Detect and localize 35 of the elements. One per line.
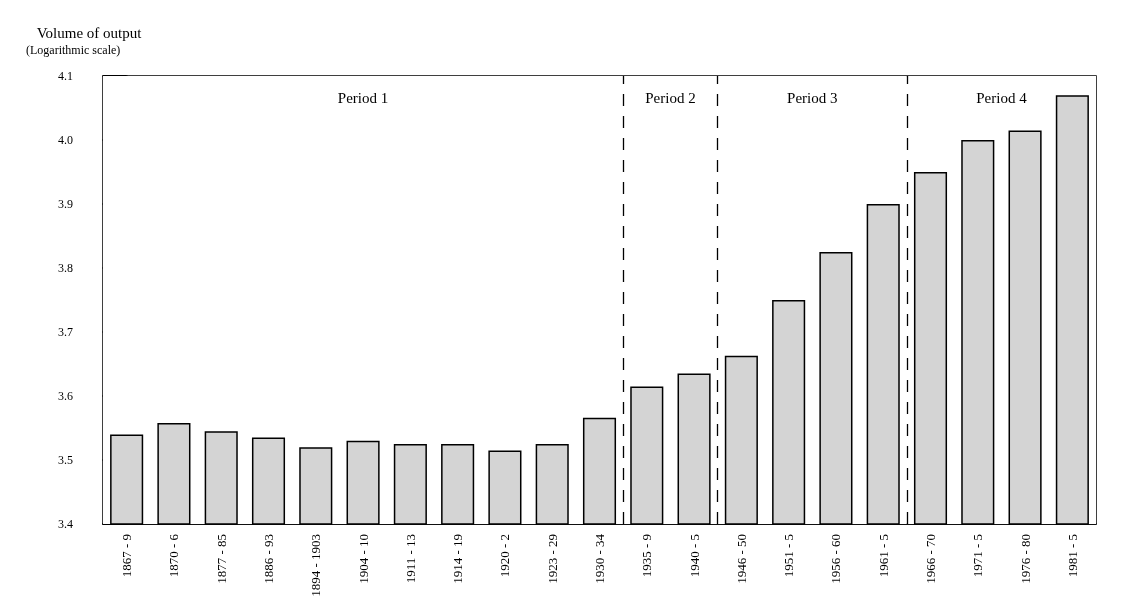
y-tick-label: 3.8 <box>58 261 73 275</box>
x-tick-label: 1914 - 19 <box>450 534 466 584</box>
x-tick-label: 1930 - 34 <box>592 533 607 584</box>
x-tick-label: 1904 - 10 <box>355 534 371 584</box>
y-tick-label: 3.4 <box>58 517 73 531</box>
x-tick-label: 1940 - 5 <box>686 534 702 578</box>
x-tick-label: 1981 - 5 <box>1064 534 1080 578</box>
y-tick-label: 4.1 <box>58 69 73 83</box>
x-tick-label: 1870 - 6 <box>166 533 182 578</box>
band-label: Period 2 <box>645 89 696 106</box>
y-tick-label: 3.9 <box>58 197 73 211</box>
text: (Logarithmic scale) <box>26 43 121 57</box>
y-tick-label: 3.7 <box>58 325 73 339</box>
x-tick-label: 1886 - 93 <box>261 534 276 584</box>
x-tick-label: 1951 - 5 <box>781 534 797 578</box>
band-label: Period 1 <box>337 89 389 106</box>
x-tick-label: 1956 - 60 <box>828 534 844 584</box>
x-tick-label: 1946 - 50 <box>733 534 749 584</box>
x-tick-label: 1971 - 5 <box>970 534 986 578</box>
x-tick-label: 1961 - 5 <box>875 534 891 578</box>
x-tick-label: 1894 - 1903 <box>308 534 324 597</box>
y-axis-title: Volume of output <box>36 24 143 41</box>
y-tick-label: 4.0 <box>58 133 73 147</box>
x-tick-label: 1911 - 13 <box>402 534 418 584</box>
band-label: Period 3 <box>787 89 838 106</box>
x-tick-label: 1920 - 2 <box>497 534 513 578</box>
x-tick-label: 1966 - 70 <box>923 534 938 584</box>
y-tick-label: 3.6 <box>58 389 73 403</box>
y-tick-label: 3.5 <box>58 453 73 467</box>
x-tick-label: 1976 - 80 <box>1017 534 1033 584</box>
x-tick-label: 1923 - 29 <box>544 534 560 584</box>
x-tick-label: 1867 - 9 <box>119 534 135 578</box>
band-label: Period 4 <box>976 89 1028 106</box>
x-tick-label: 1935 - 9 <box>639 534 655 578</box>
x-tick-label: 1877 - 85 <box>213 534 229 584</box>
